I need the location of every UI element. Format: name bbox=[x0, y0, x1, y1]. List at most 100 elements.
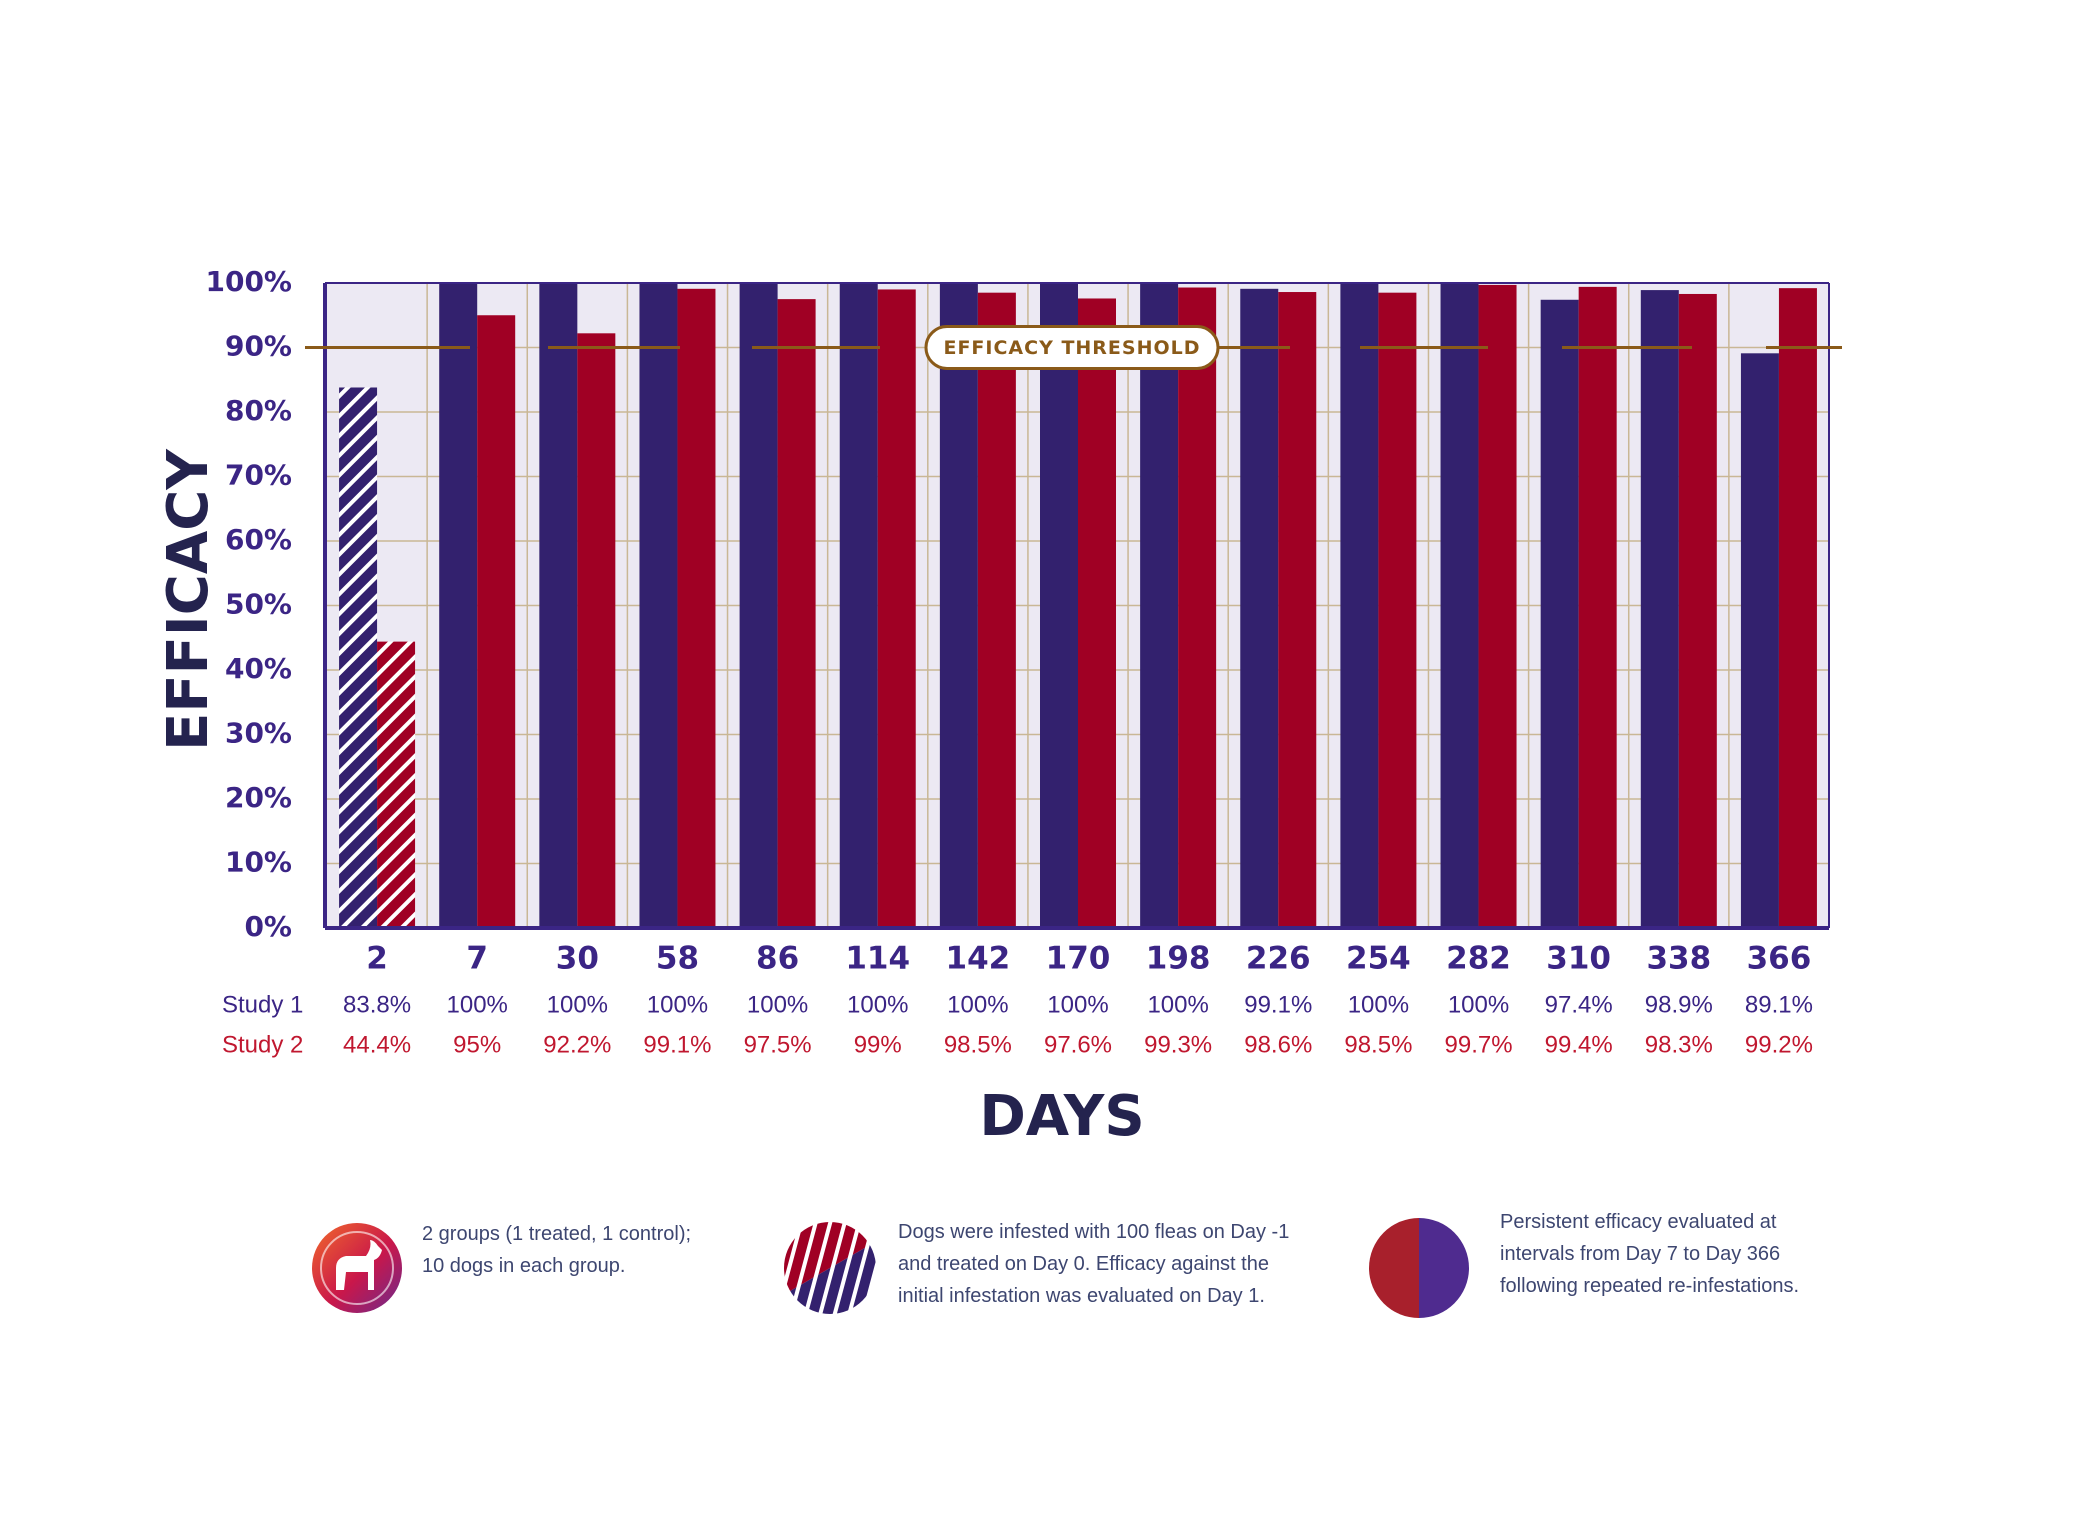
bar-study1 bbox=[839, 283, 878, 928]
bar-study2 bbox=[577, 333, 616, 928]
y-tick-labels: 0% 10% 20% 30% 40% 50% 60% 70% 80% 90% 100% bbox=[205, 265, 292, 943]
study1-value: 97.4% bbox=[1545, 991, 1613, 1018]
dog-icon bbox=[312, 1223, 402, 1313]
study2-value: 97.5% bbox=[744, 1031, 812, 1058]
study2-value: 99.4% bbox=[1545, 1031, 1613, 1058]
legend-text-line: 10 dogs in each group. bbox=[422, 1255, 626, 1277]
y-tick-label: 10% bbox=[225, 846, 292, 879]
legend-text-line: Dogs were infested with 100 fleas on Day… bbox=[898, 1221, 1290, 1243]
bar-study1 bbox=[1140, 283, 1179, 928]
study2-row-label: Study 2 bbox=[222, 1031, 303, 1058]
y-tick-label: 100% bbox=[205, 265, 292, 298]
x-category-label: 282 bbox=[1446, 941, 1511, 977]
bars bbox=[339, 283, 1817, 929]
x-category-label: 366 bbox=[1747, 941, 1812, 977]
study1-value: 100% bbox=[647, 991, 708, 1018]
bar-study2 bbox=[1278, 292, 1317, 928]
bar-study1 bbox=[439, 283, 478, 928]
threshold: EFFICACY THRESHOLD bbox=[305, 325, 1842, 370]
bar-study1 bbox=[1640, 290, 1679, 929]
x-category-label: 2 bbox=[366, 941, 388, 977]
bar-study2 bbox=[1178, 287, 1217, 928]
bar-study2 bbox=[1578, 286, 1617, 928]
study1-value: 100% bbox=[1348, 991, 1409, 1018]
y-tick-label: 60% bbox=[225, 523, 292, 556]
bar-study2 bbox=[477, 315, 516, 928]
study2-value: 44.4% bbox=[343, 1031, 411, 1058]
bar-study1 bbox=[1740, 353, 1779, 928]
legend-item-groups: 2 groups (1 treated, 1 control); 10 dogs… bbox=[310, 1218, 691, 1282]
legend-text-line: and treated on Day 0. Efficacy against t… bbox=[898, 1253, 1269, 1275]
bar-study2 bbox=[1078, 298, 1116, 929]
legend-text-line: following repeated re-infestations. bbox=[1500, 1275, 1800, 1297]
study1-value: 83.8% bbox=[343, 991, 411, 1018]
x-category-label: 58 bbox=[656, 941, 699, 977]
study2-value: 98.6% bbox=[1244, 1031, 1312, 1058]
study1-value: 100% bbox=[747, 991, 808, 1018]
x-category-label: 226 bbox=[1246, 941, 1311, 977]
legend-item-initial-infestation: Dogs were infested with 100 fleas on Day… bbox=[780, 1216, 1289, 1312]
study1-value: 100% bbox=[547, 991, 608, 1018]
x-category-labels: 2 7 30 58 86 114 142 170 198 226 254 282 310 338 366 bbox=[366, 941, 1811, 977]
legend-item-persistent-efficacy: Persistent efficacy evaluated at interva… bbox=[1362, 1206, 1799, 1302]
y-tick-label: 20% bbox=[225, 781, 292, 814]
y-tick-label: 80% bbox=[225, 394, 292, 427]
split-circle-icon bbox=[1369, 1218, 1469, 1318]
y-axis-title: EFFICACY bbox=[156, 448, 221, 751]
bar-study1 bbox=[1240, 288, 1279, 928]
x-category-label: 254 bbox=[1346, 941, 1411, 977]
study2-value: 92.2% bbox=[543, 1031, 611, 1058]
bar-study1 bbox=[1340, 283, 1379, 928]
study2-value: 99.7% bbox=[1445, 1031, 1513, 1058]
x-category-label: 30 bbox=[556, 941, 599, 977]
y-tick-label: 90% bbox=[225, 330, 292, 363]
study2-value: 99.1% bbox=[643, 1031, 711, 1058]
x-category-label: 114 bbox=[845, 941, 910, 977]
study1-value: 89.1% bbox=[1745, 991, 1813, 1018]
x-category-label: 170 bbox=[1046, 941, 1111, 977]
bar-study1 bbox=[539, 283, 578, 928]
x-category-label: 86 bbox=[756, 941, 799, 977]
study2-value: 98.5% bbox=[1344, 1031, 1412, 1058]
bar-study2 bbox=[877, 289, 916, 928]
y-tick-label: 40% bbox=[225, 652, 292, 685]
x-category-label: 7 bbox=[466, 941, 488, 977]
bar-study1 bbox=[1440, 283, 1479, 928]
bar-study2 bbox=[1378, 292, 1417, 928]
y-tick-label: 70% bbox=[225, 459, 292, 492]
study2-value: 97.6% bbox=[1044, 1031, 1112, 1058]
y-tick-label: 0% bbox=[244, 910, 292, 943]
y-tick-label: 30% bbox=[225, 717, 292, 750]
bar-study2 bbox=[377, 641, 416, 928]
y-tick-label: 50% bbox=[225, 588, 292, 621]
bar-study1 bbox=[739, 283, 778, 928]
x-category-label: 338 bbox=[1646, 941, 1711, 977]
study1-value: 100% bbox=[447, 991, 508, 1018]
axes bbox=[323, 282, 1830, 930]
study1-value: 100% bbox=[1047, 991, 1108, 1018]
study2-value: 99% bbox=[854, 1031, 902, 1058]
bar-study2 bbox=[1778, 288, 1817, 928]
bar-study1 bbox=[339, 387, 378, 928]
x-category-label: 310 bbox=[1546, 941, 1611, 977]
study1-value: 100% bbox=[1147, 991, 1208, 1018]
bar-study1 bbox=[639, 283, 678, 928]
legend-text-line: 2 groups (1 treated, 1 control); bbox=[422, 1223, 692, 1245]
study1-value: 98.9% bbox=[1645, 991, 1713, 1018]
study2-value: 98.5% bbox=[944, 1031, 1012, 1058]
bar-study2 bbox=[1678, 293, 1717, 929]
bar-study1 bbox=[1540, 299, 1579, 928]
study1-value: 100% bbox=[947, 991, 1008, 1018]
value-rows: 83.8% 44.4% 100% 95% 100% 92.2% 100% 99.1% 100% 9… bbox=[222, 991, 1813, 1058]
threshold-label-pill bbox=[924, 325, 1220, 370]
study2-value: 95% bbox=[453, 1031, 501, 1058]
study1-value: 99.1% bbox=[1244, 991, 1312, 1018]
study1-value: 100% bbox=[1448, 991, 1509, 1018]
study1-row-label: Study 1 bbox=[222, 991, 303, 1018]
bar-study1 bbox=[939, 283, 978, 928]
bar-study2 bbox=[777, 299, 816, 928]
legend-text-line: Persistent efficacy evaluated at bbox=[1500, 1211, 1777, 1233]
legend-text-line: intervals from Day 7 to Day 366 bbox=[1500, 1243, 1781, 1265]
x-category-label: 142 bbox=[946, 941, 1011, 977]
